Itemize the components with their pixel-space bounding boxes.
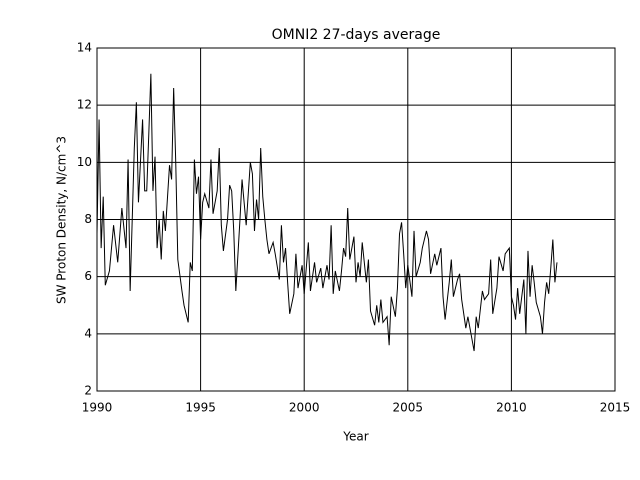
x-tick-label: 1990	[82, 401, 113, 415]
y-tick-label: 14	[77, 41, 92, 55]
chart-title: OMNI2 27-days average	[272, 27, 441, 43]
x-tick-label: 2010	[496, 401, 527, 415]
y-axis-label: SW Proton Density, N/cm^3	[55, 136, 69, 304]
x-tick-label: 2015	[600, 401, 631, 415]
x-axis-label: Year	[342, 430, 368, 444]
y-tick-label: 6	[84, 269, 92, 283]
x-tick-label: 2005	[393, 401, 424, 415]
y-tick-label: 10	[77, 155, 92, 169]
y-tick-label: 2	[84, 384, 92, 398]
data-line	[96, 73, 558, 352]
y-tick-label: 8	[84, 212, 92, 226]
x-tick-label: 2000	[289, 401, 320, 415]
x-tick-label: 1995	[185, 401, 216, 415]
y-tick-label: 12	[77, 98, 92, 112]
y-tick-label: 4	[84, 326, 92, 340]
